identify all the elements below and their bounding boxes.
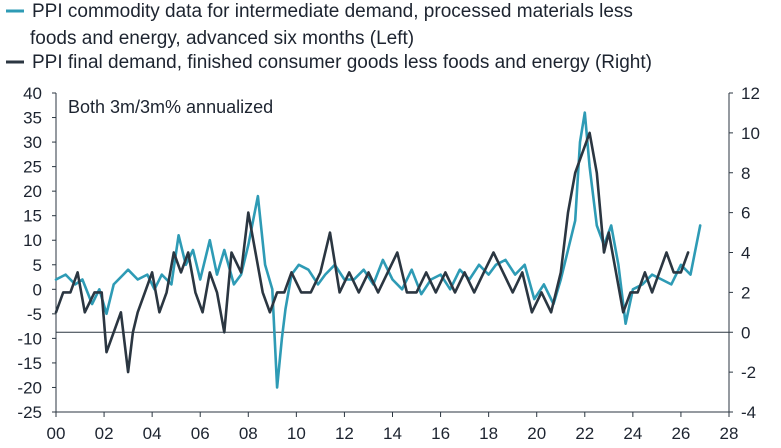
- series-line-left: [54, 111, 702, 389]
- y-right-tick-label: 6: [741, 204, 750, 223]
- legend-label-right-line-1: PPI final demand, finished consumer good…: [32, 52, 652, 73]
- x-tick-label: 14: [383, 424, 402, 443]
- x-tick-label: 26: [671, 424, 690, 443]
- y-left-tick-label: 40: [23, 84, 42, 103]
- x-tick-label: 24: [623, 424, 642, 443]
- y-right-tick-label: 10: [741, 124, 760, 143]
- plot-area: -25-20-15-10-50510152025303540-4-2024681…: [17, 84, 760, 443]
- x-tick-label: 18: [479, 424, 498, 443]
- x-tick-label: 08: [239, 424, 258, 443]
- y-right-tick-label: 2: [741, 283, 750, 302]
- legend-label-left-line-1: PPI commodity data for intermediate dema…: [32, 1, 633, 22]
- y-left-tick-label: 35: [23, 109, 42, 128]
- y-left-tick-label: -5: [27, 305, 42, 324]
- series-layer: [54, 111, 702, 389]
- y-right-tick-label: -4: [741, 403, 756, 422]
- y-left-tick-label: 30: [23, 133, 42, 152]
- series-line-right: [54, 131, 690, 374]
- y-left-tick-label: -10: [17, 329, 42, 348]
- x-tick-label: 16: [431, 424, 450, 443]
- legend-label-left-line-2: foods and energy, advanced six months (L…: [30, 28, 414, 49]
- x-tick-label: 22: [575, 424, 594, 443]
- y-left-tick-label: 25: [23, 158, 42, 177]
- y-right-tick-label: 12: [741, 84, 760, 103]
- x-tick-label: 02: [95, 424, 114, 443]
- x-tick-label: 06: [191, 424, 210, 443]
- chart-annotation: Both 3m/3m% annualized: [68, 97, 273, 117]
- axes: -25-20-15-10-50510152025303540-4-2024681…: [17, 84, 760, 443]
- y-left-tick-label: -20: [17, 378, 42, 397]
- y-left-tick-label: 5: [33, 256, 42, 275]
- y-right-tick-label: -2: [741, 363, 756, 382]
- y-left-tick-label: -25: [17, 403, 42, 422]
- y-left-tick-label: 0: [33, 280, 42, 299]
- x-tick-label: 12: [335, 424, 354, 443]
- y-left-tick-label: 15: [23, 207, 42, 226]
- legend: PPI commodity data for intermediate dema…: [6, 1, 652, 73]
- y-right-tick-label: 8: [741, 164, 750, 183]
- x-tick-label: 04: [143, 424, 162, 443]
- x-tick-label: 10: [287, 424, 306, 443]
- x-tick-label: 20: [527, 424, 546, 443]
- y-left-tick-label: 20: [23, 182, 42, 201]
- y-left-tick-label: -15: [17, 354, 42, 373]
- y-left-tick-label: 10: [23, 231, 42, 250]
- x-tick-label: 00: [47, 424, 66, 443]
- x-tick-label: 28: [720, 424, 739, 443]
- y-right-tick-label: 0: [741, 323, 750, 342]
- y-right-tick-label: 4: [741, 244, 750, 263]
